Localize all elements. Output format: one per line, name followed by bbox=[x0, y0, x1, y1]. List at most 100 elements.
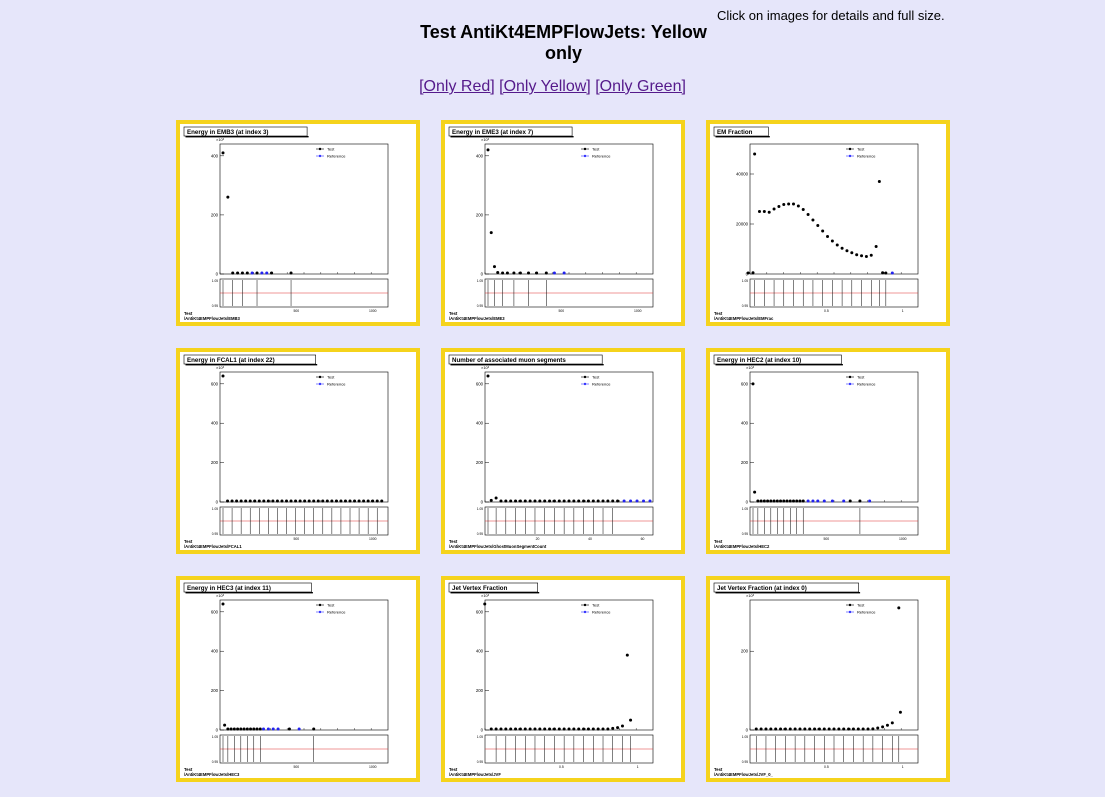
test-data-point bbox=[557, 499, 561, 503]
test-data-point bbox=[772, 207, 776, 211]
reference-data-point bbox=[262, 727, 265, 731]
test-data-point bbox=[494, 727, 498, 731]
test-data-point bbox=[772, 499, 776, 503]
plot-background bbox=[180, 124, 416, 322]
axis-exponent: ×10³ bbox=[746, 593, 755, 598]
test-data-point bbox=[759, 727, 763, 731]
x-tick-label: 500 bbox=[294, 309, 300, 313]
test-data-point bbox=[779, 727, 783, 731]
test-data-point bbox=[782, 499, 786, 503]
test-data-point bbox=[764, 727, 768, 731]
test-data-point bbox=[596, 499, 600, 503]
histogram-plot: Energy in EMB3 (at index 3)×10³ 0 200 400 Te… bbox=[180, 124, 416, 322]
histogram-plot: Energy in HEC2 (at index 10)×10³ 0 200 400 6… bbox=[710, 352, 946, 550]
test-data-point bbox=[280, 499, 284, 503]
plot-background bbox=[710, 580, 946, 778]
test-data-point bbox=[489, 498, 493, 502]
test-data-point bbox=[252, 727, 256, 731]
legend-reference-label: Reference bbox=[857, 610, 876, 615]
plot-path-label: Test bbox=[449, 311, 458, 316]
histogram-plot: Number of associated muon segments×10³ 0 2… bbox=[445, 352, 681, 550]
test-data-point bbox=[325, 499, 329, 503]
test-data-point bbox=[258, 727, 262, 731]
test-data-point bbox=[837, 727, 841, 731]
y-tick-label: 0 bbox=[481, 728, 484, 733]
legend-reference-label: Reference bbox=[327, 154, 346, 159]
ratio-tick-label: 1.05 bbox=[212, 507, 218, 511]
filter-only-green-link[interactable]: [Only Green] bbox=[595, 78, 686, 95]
test-data-point bbox=[221, 151, 225, 155]
test-data-point bbox=[788, 727, 792, 731]
histogram-plot: Energy in HEC3 (at index 11)×10³ 0 200 400 6… bbox=[180, 580, 416, 778]
test-data-point bbox=[775, 499, 779, 503]
test-data-point bbox=[518, 727, 522, 731]
test-data-point bbox=[848, 499, 852, 503]
test-data-point bbox=[544, 271, 548, 275]
legend-reference-marker bbox=[583, 610, 587, 614]
test-data-point bbox=[543, 499, 547, 503]
test-data-point bbox=[769, 499, 773, 503]
test-data-point bbox=[577, 727, 581, 731]
test-data-point bbox=[271, 499, 275, 503]
test-data-point bbox=[518, 271, 522, 275]
reference-data-point bbox=[822, 499, 826, 503]
test-data-point bbox=[518, 499, 522, 503]
plot-path-label: /AntiKt4EMPFlowJets/HEC3 bbox=[184, 772, 240, 777]
test-data-point bbox=[298, 499, 302, 503]
plot-thumbnail[interactable]: Energy in HEC3 (at index 11) ×10³ 0 200 400 6… bbox=[176, 576, 420, 782]
test-data-point bbox=[792, 202, 795, 206]
ratio-tick-label: 0.95 bbox=[742, 304, 748, 308]
plot-path-label: /AntiKt4EMPFlowJets/HEC2 bbox=[714, 544, 770, 549]
test-data-point bbox=[287, 727, 291, 731]
test-data-point bbox=[793, 727, 797, 731]
plot-thumbnail[interactable]: Jet Vertex Fraction ×10³ 0 200 400 600 Test Ref… bbox=[441, 576, 685, 782]
test-data-point bbox=[523, 727, 527, 731]
ratio-tick-label: 1.05 bbox=[212, 735, 218, 739]
plot-thumbnail[interactable]: Energy in EMB3 (at index 3) ×10³ 0 200 400 Te… bbox=[176, 120, 420, 326]
test-data-point bbox=[486, 374, 490, 378]
test-data-point bbox=[567, 499, 571, 503]
test-data-point bbox=[851, 727, 855, 731]
test-data-point bbox=[321, 499, 325, 503]
test-data-point bbox=[275, 499, 279, 503]
y-tick-label: 200 bbox=[476, 460, 484, 465]
plot-thumbnail[interactable]: Energy in HEC2 (at index 10) ×10³ 0 200 400 6… bbox=[706, 348, 950, 554]
test-data-point bbox=[245, 271, 249, 275]
ratio-tick-label: 1.05 bbox=[742, 279, 748, 283]
test-data-point bbox=[548, 727, 552, 731]
plot-thumbnail[interactable]: Number of associated muon segments ×10³ 0 2… bbox=[441, 348, 685, 554]
x-tick-label: 1 bbox=[637, 765, 639, 769]
test-data-point bbox=[538, 727, 542, 731]
legend-test-label: Test bbox=[592, 375, 600, 380]
legend-reference-label: Reference bbox=[592, 610, 611, 615]
x-tick-label: 1000 bbox=[369, 537, 377, 541]
test-data-point bbox=[334, 499, 338, 503]
test-data-point bbox=[223, 723, 227, 727]
test-data-point bbox=[562, 727, 566, 731]
test-data-point bbox=[751, 271, 755, 275]
reference-data-point bbox=[890, 271, 894, 275]
test-data-point bbox=[756, 499, 760, 503]
test-data-point bbox=[795, 499, 799, 503]
test-data-point bbox=[769, 727, 773, 731]
test-data-point bbox=[782, 203, 786, 206]
filter-only-yellow-link[interactable]: [Only Yellow] bbox=[499, 78, 591, 95]
legend-test-marker bbox=[848, 603, 852, 607]
plot-thumbnail[interactable]: Jet Vertex Fraction (at index 0) ×10³ 0 200… bbox=[706, 576, 950, 782]
filter-only-red-link[interactable]: [Only Red] bbox=[419, 78, 495, 95]
plot-title: Jet Vertex Fraction bbox=[452, 585, 508, 592]
test-data-point bbox=[533, 727, 537, 731]
plot-thumbnail[interactable]: Energy in EME3 (at index 7) ×10³ 0 200 400 Te… bbox=[441, 120, 685, 326]
x-tick-label: 1000 bbox=[369, 765, 377, 769]
test-data-point bbox=[582, 499, 586, 503]
plot-thumbnail[interactable]: EM Fraction 0 20000 40000 Test Reference 1.05 0… bbox=[706, 120, 950, 326]
plot-thumbnail[interactable]: Energy in FCAL1 (at index 22) ×10³ 0 200 400… bbox=[176, 348, 420, 554]
test-data-point bbox=[762, 499, 766, 503]
test-data-point bbox=[835, 243, 839, 247]
test-data-point bbox=[822, 727, 826, 731]
test-data-point bbox=[746, 271, 750, 275]
legend-reference-label: Reference bbox=[857, 154, 876, 159]
histogram-plot: EM Fraction02000040000TestReference1.050… bbox=[710, 124, 946, 322]
y-tick-label: 400 bbox=[476, 421, 484, 426]
axis-exponent: ×10³ bbox=[216, 137, 225, 142]
